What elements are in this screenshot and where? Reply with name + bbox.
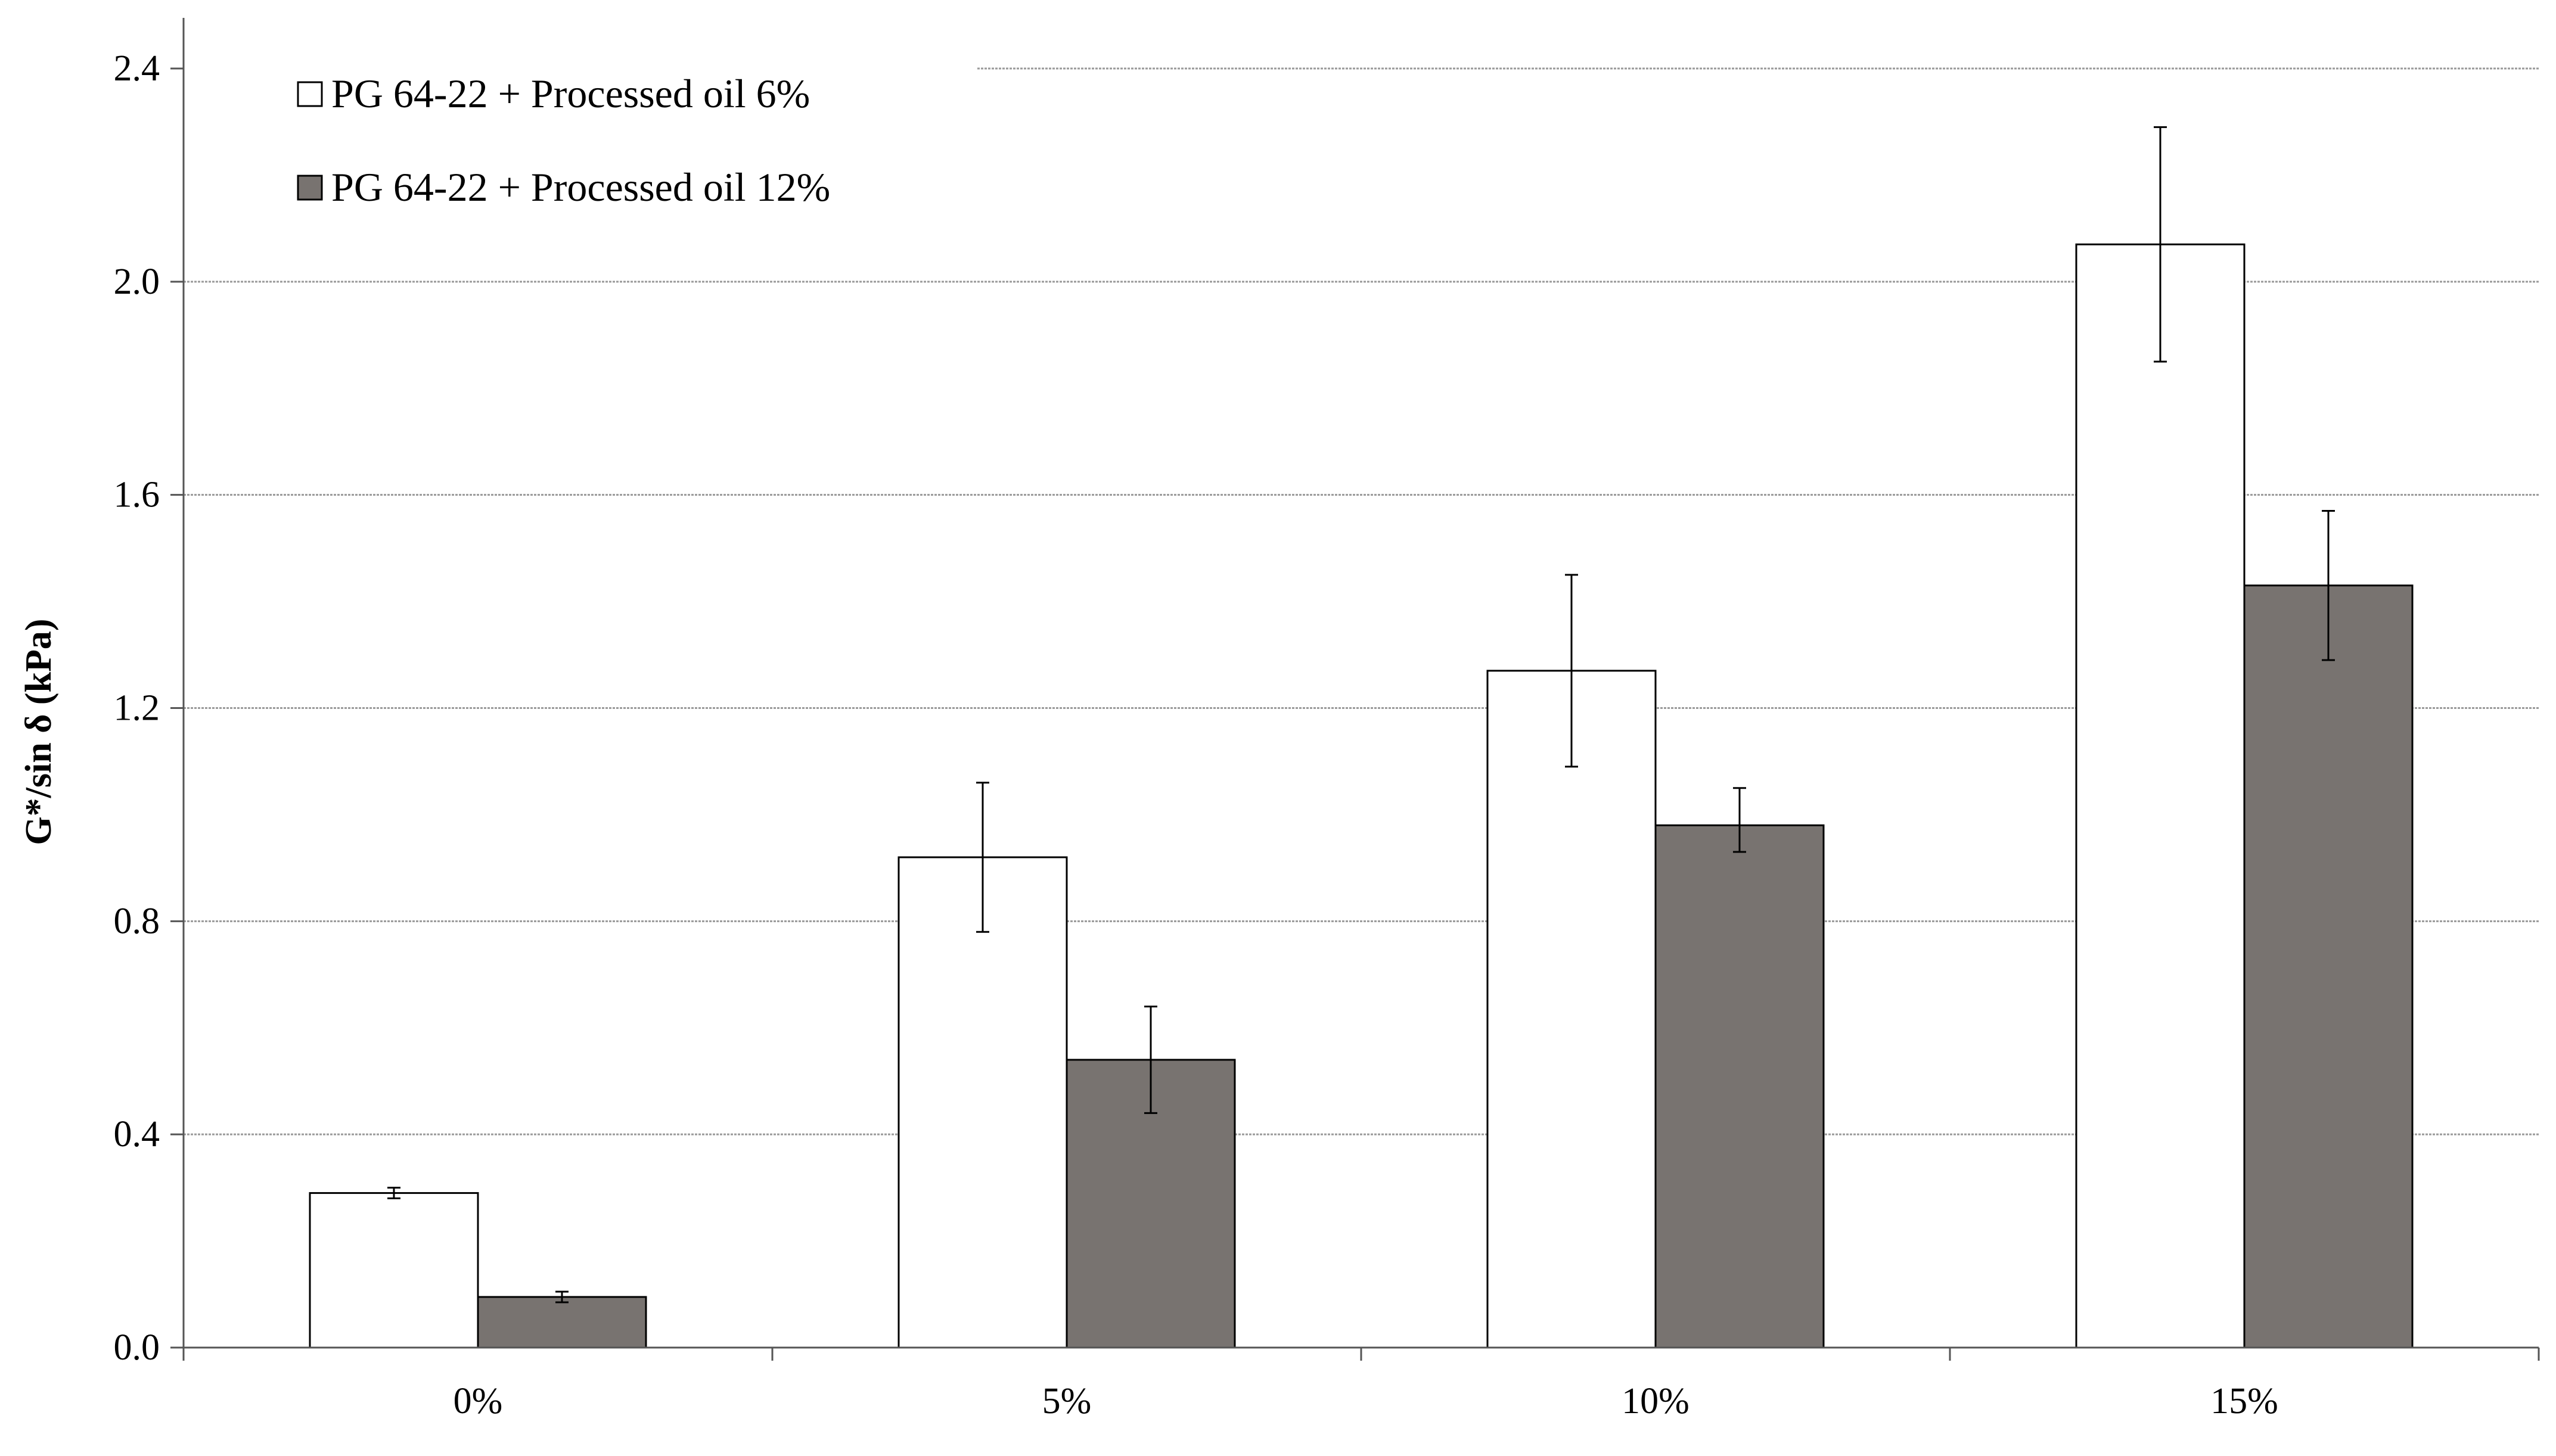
y-tick-label: 0.8 (114, 901, 160, 941)
error-bar (1565, 574, 1578, 768)
bar-oil-6-3 (2075, 243, 2246, 1349)
y-tick-label: 1.6 (114, 475, 160, 515)
error-bar (2322, 510, 2335, 661)
error-bar (1144, 1005, 1157, 1114)
bar-oil-12-3 (2243, 584, 2414, 1349)
tick-labels-layer: 0.0 0.4 0.8 1.2 1.6 2.0 2.4 0% 5% 10% 15% (114, 48, 2278, 1421)
bar-oil-12-2 (1654, 824, 1825, 1349)
error-bar (1733, 787, 1746, 853)
y-tick-label: 0.0 (114, 1327, 160, 1368)
error-bars-layer (387, 126, 2335, 1303)
y-tick-label: 2.4 (114, 48, 160, 89)
y-tick-label: 0.4 (114, 1114, 160, 1155)
x-tick-label: 15% (2210, 1381, 2278, 1421)
y-tick-label: 1.2 (114, 688, 160, 729)
bar-oil-12-0 (477, 1296, 647, 1349)
legend-swatch (297, 81, 323, 107)
bar-oil-6-1 (897, 856, 1068, 1349)
error-bar (976, 782, 989, 933)
legend-label: PG 64-22 + Processed oil 12% (331, 164, 830, 210)
y-axis-title: G*/sin δ (kPa) (18, 618, 59, 845)
error-bar (387, 1187, 400, 1200)
error-bar (555, 1290, 569, 1303)
grid-layer (184, 67, 2539, 1135)
x-tick-label: 10% (1622, 1381, 1689, 1421)
x-tick-label: 0% (454, 1381, 503, 1421)
legend-swatch (297, 175, 323, 201)
legend-label: PG 64-22 + Processed oil 6% (331, 71, 810, 116)
axes-layer (170, 18, 2540, 1361)
bar-oil-6-2 (1486, 670, 1657, 1349)
y-tick-label: 2.0 (114, 262, 160, 302)
legend: PG 64-22 + Processed oil 6% PG 64-22 + Pr… (297, 71, 830, 210)
x-tick-label: 5% (1042, 1381, 1092, 1421)
bars-layer (309, 243, 2414, 1349)
bar-oil-6-0 (309, 1192, 479, 1349)
error-bar (2154, 126, 2167, 363)
